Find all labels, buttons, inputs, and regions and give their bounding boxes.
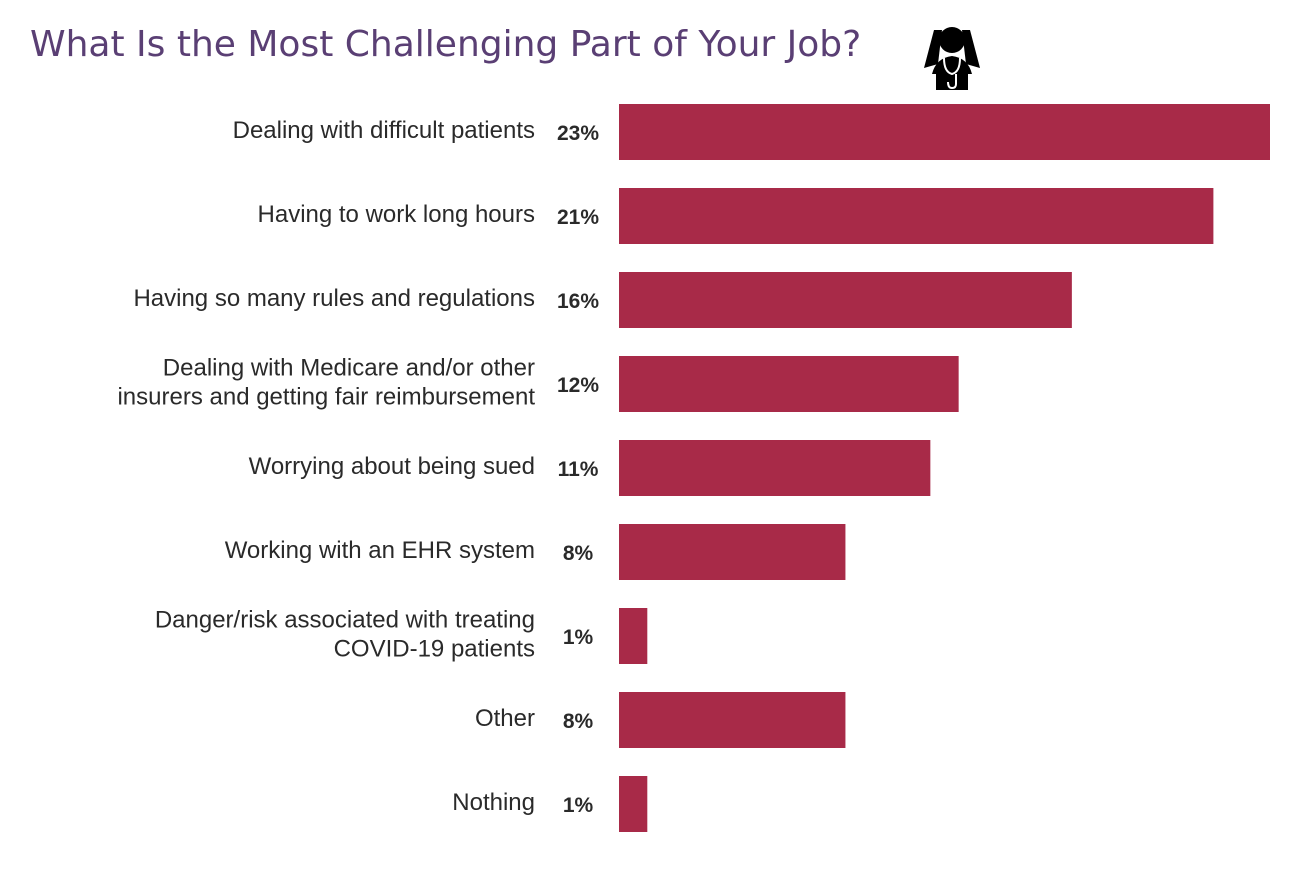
bar [619,272,1072,328]
bar [619,356,959,412]
bar-row: 23% Dealing with difficult patients [233,104,1270,160]
bar-row: 12% Dealing with Medicare and/or otherins… [117,355,959,412]
bar-row: 8% Other [475,692,846,748]
value-label: 1% [563,626,594,649]
category-label: Nothing [452,789,535,816]
value-label: 8% [563,542,594,565]
bar [619,104,1270,160]
bar [619,524,846,580]
bar-row: 8% Working with an EHR system [225,524,846,580]
value-label: 8% [563,710,594,733]
category-label: Working with an EHR system [225,537,535,564]
value-label: 1% [563,794,594,817]
bar-row: 16% Having so many rules and regulations [133,272,1072,328]
category-label: Dealing with difficult patients [233,117,535,144]
value-label: 21% [557,206,599,229]
bar [619,692,846,748]
bar [619,188,1214,244]
category-label: COVID-19 patients [334,636,535,663]
bar [619,608,648,664]
value-label: 23% [557,122,599,145]
stressed-doctor-icon [924,27,980,90]
bar-row: 1% Nothing [452,776,648,832]
bar [619,440,931,496]
category-label: Worrying about being sued [249,453,535,480]
category-label: Having to work long hours [258,201,535,228]
bar-row: 1% Danger/risk associated with treatingCO… [155,607,648,664]
value-label: 16% [557,290,599,313]
chart-title: What Is the Most Challenging Part of You… [30,24,861,65]
value-label: 12% [557,374,599,397]
category-label: Danger/risk associated with treating [155,607,535,634]
bar-row: 11% Worrying about being sued [249,440,931,496]
category-label: Having so many rules and regulations [133,285,535,312]
category-label: Other [475,705,535,732]
value-label: 11% [558,458,599,481]
bar-row: 21% Having to work long hours [258,188,1214,244]
category-label: insurers and getting fair reimbursement [117,384,535,411]
bar [619,776,648,832]
category-label: Dealing with Medicare and/or other [163,355,535,382]
